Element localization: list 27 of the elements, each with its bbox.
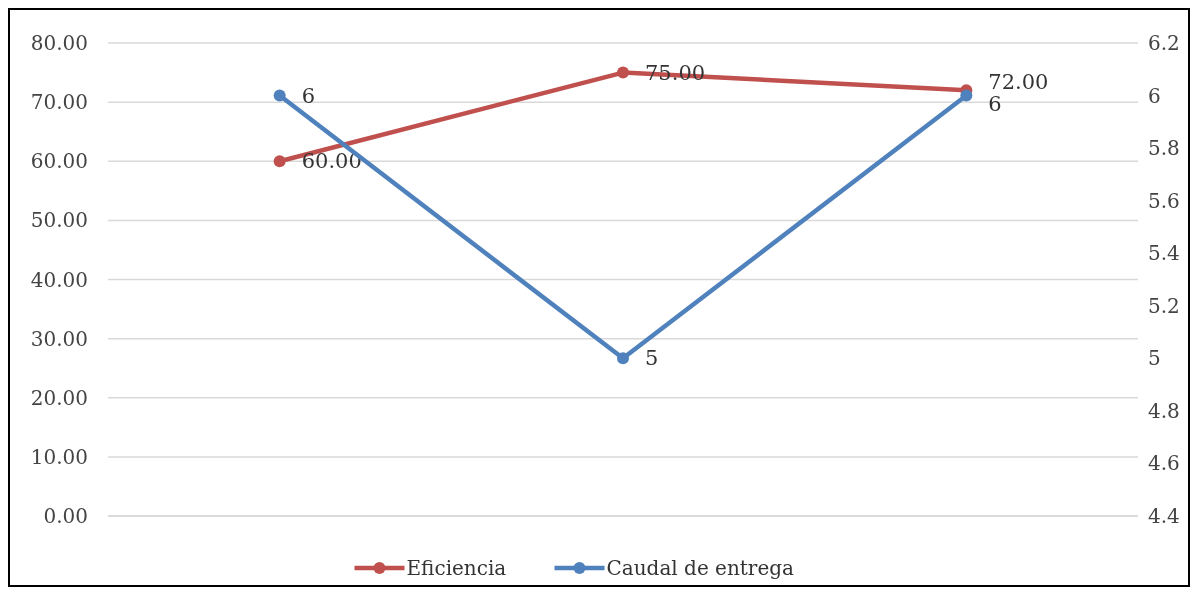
y2-tick-label: 5.8 <box>1148 136 1180 161</box>
y2-tick-label: 4.6 <box>1148 451 1180 476</box>
data-label: 5 <box>645 346 659 371</box>
point <box>617 66 629 79</box>
legend-label: Eficiencia <box>406 556 507 580</box>
y2-tick-label: 6 <box>1148 83 1161 108</box>
data-label: 6 <box>301 83 316 108</box>
y-tick-label: 20.00 <box>30 385 88 410</box>
y-tick-label: 0.00 <box>43 504 88 528</box>
data-label: 6 <box>988 91 1002 116</box>
legend-label: Caudal de entrega <box>606 556 795 580</box>
point <box>273 155 286 168</box>
y2-tick-label: 5.2 <box>1148 293 1180 318</box>
y-tick-label: 70.00 <box>30 90 88 115</box>
y2-tick-label: 5.6 <box>1148 188 1180 213</box>
y-tick-label: 80.00 <box>30 31 88 55</box>
y-tick-label: 10.00 <box>30 444 88 469</box>
y2-tick-label: 5 <box>1148 346 1161 371</box>
y-tick-label: 30.00 <box>30 326 88 351</box>
data-label: 72.00 <box>988 69 1049 94</box>
y2-tick-label: 4.4 <box>1148 504 1180 528</box>
y2-tick-label: 5.4 <box>1148 241 1180 266</box>
y2-tick-label: 4.8 <box>1148 398 1180 423</box>
y2-tick-label: 6.2 <box>1148 31 1180 55</box>
y-tick-label: 40.00 <box>30 267 88 292</box>
y-tick-label: 60.00 <box>30 149 88 174</box>
y-tick-label: 50.00 <box>30 208 88 233</box>
